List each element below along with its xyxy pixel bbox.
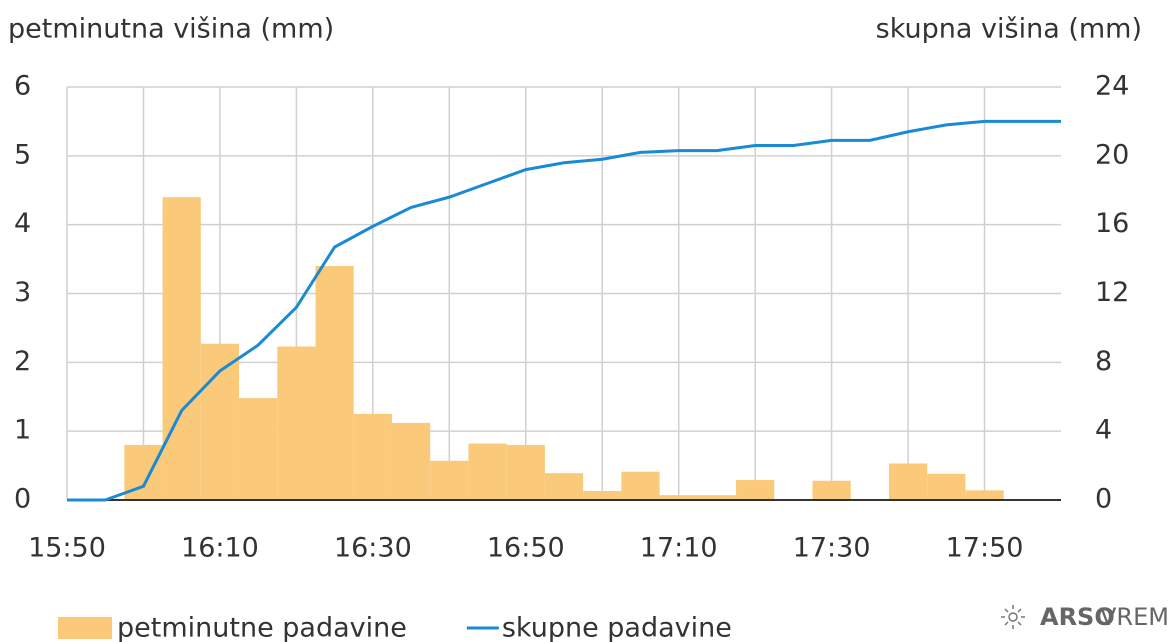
bar [583, 491, 622, 500]
bar [315, 265, 354, 500]
y2-tick-label: 20 [1095, 139, 1129, 170]
line [67, 119, 1061, 502]
y-tick-label: 1 [14, 415, 31, 446]
bar [468, 443, 507, 500]
x-tick-label: 16:50 [487, 533, 565, 564]
bar [277, 346, 316, 500]
bar [697, 495, 737, 500]
bar [927, 473, 966, 500]
x-tick-label: 17:10 [640, 533, 718, 564]
brand-bold: ARSO [1040, 603, 1115, 631]
legend-label: petminutne padavine [117, 613, 407, 642]
y2-tick-label: 16 [1095, 208, 1129, 239]
brand-light: VREME [1100, 603, 1169, 631]
y-axis-label: petminutna višina (mm) [8, 14, 334, 45]
x-tick-label: 16:30 [334, 533, 412, 564]
x-tick-label: 16:10 [181, 533, 259, 564]
y-tick-label: 0 [14, 484, 31, 515]
bar [506, 444, 545, 500]
bar [736, 480, 775, 500]
bar [812, 480, 851, 500]
bar [888, 463, 928, 500]
y2-tick-label: 8 [1095, 346, 1112, 377]
y2-tick-label: 0 [1095, 484, 1112, 515]
y-tick-label: 4 [14, 208, 31, 239]
y-tick-label: 2 [14, 346, 31, 377]
y2-tick-label: 12 [1095, 277, 1129, 308]
y2-tick-label: 4 [1095, 415, 1112, 446]
bar [391, 422, 431, 500]
bar [353, 413, 392, 500]
bar [200, 343, 240, 500]
y2-axis-label: skupna višina (mm) [876, 14, 1142, 45]
bar [162, 197, 201, 500]
x-tick-label: 17:30 [793, 533, 871, 564]
y-tick-label: 6 [14, 71, 31, 102]
y-tick-label: 3 [14, 277, 31, 308]
x-tick-label: 17:50 [946, 533, 1024, 564]
bar [544, 473, 584, 500]
legend-label: skupne padavine [502, 613, 732, 642]
bar [965, 490, 1004, 500]
bar [430, 460, 469, 500]
bar [239, 398, 278, 500]
y-tick-label: 5 [14, 139, 31, 170]
legend-swatch [58, 617, 112, 639]
y2-tick-label: 24 [1095, 71, 1129, 102]
bar [659, 495, 698, 500]
x-tick-label: 15:50 [28, 533, 106, 564]
brand-icon [1001, 605, 1025, 629]
bar [621, 471, 660, 500]
